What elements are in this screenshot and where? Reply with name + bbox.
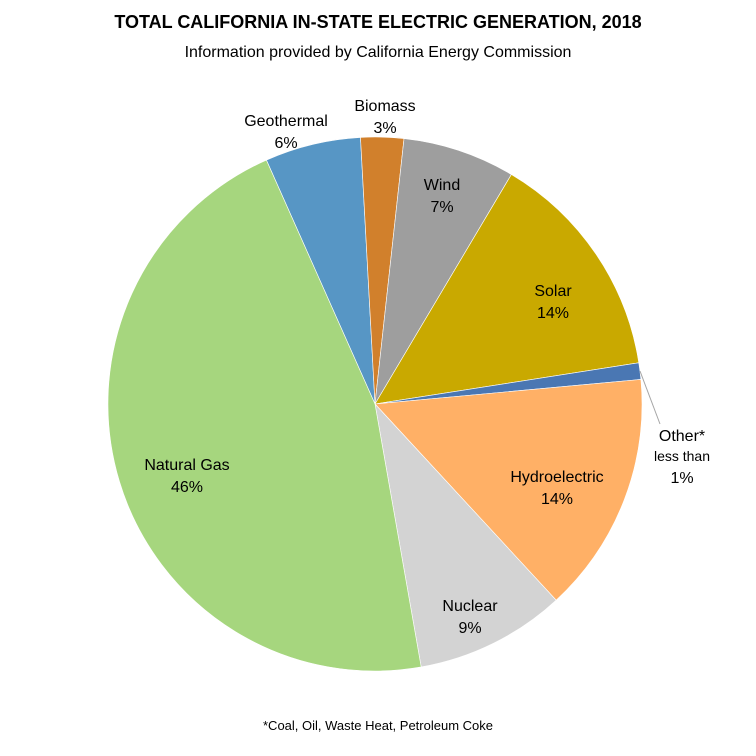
slice-label-wind: Wind [424, 177, 460, 194]
slice-value-solar: 14% [537, 305, 569, 322]
slice-label-natural-gas: Natural Gas [144, 457, 229, 474]
pie-slice-solar [374, 174, 640, 405]
slice-value-wind: 7% [430, 199, 453, 216]
slice-label-geothermal: Geothermal [244, 113, 328, 130]
slice-label-solar: Solar [534, 283, 572, 300]
slice-value-geothermal: 6% [274, 135, 297, 152]
pie-slice-nuclear [374, 403, 557, 668]
slice-value-biomass: 3% [373, 120, 396, 137]
other-leader-line [639, 370, 661, 425]
pie-slice-hydroelectric [374, 379, 643, 601]
pie-slice-natural-gas [107, 159, 422, 672]
slice-value-other: 1% [670, 470, 693, 487]
chart-title: TOTAL CALIFORNIA IN-STATE ELECTRIC GENER… [114, 12, 642, 32]
slice-label-other: Other* [659, 428, 705, 445]
slice-value-natural-gas: 46% [171, 479, 203, 496]
slice-label-biomass: Biomass [354, 98, 415, 115]
pie-slice-wind [374, 138, 512, 405]
slice-label-nuclear: Nuclear [442, 598, 498, 615]
slice-label-hydroelectric: Hydroelectric [510, 469, 603, 486]
chart-subtitle: Information provided by California Energ… [184, 44, 572, 61]
slice-value-nuclear: 9% [458, 620, 481, 637]
slice-value-hydroelectric: 14% [541, 491, 573, 508]
footnote: *Coal, Oil, Waste Heat, Petroleum Coke [263, 718, 493, 733]
slice-label-other-extra: less than [654, 448, 710, 464]
